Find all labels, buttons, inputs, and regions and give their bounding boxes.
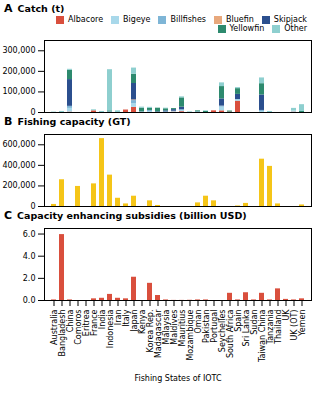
html-text:B Fishing capacity (GT): B Fishing capacity (GT) [4, 115, 131, 128]
svg-text:Sudan: Sudan [249, 309, 259, 335]
svg-text:200,000: 200,000 [2, 181, 35, 190]
html-text:C Capacity enhancing subsidies: C Capacity enhancing subsidies (billion … [4, 209, 247, 222]
svg-text:Korea Rep.: Korea Rep. [145, 309, 155, 353]
svg-text:Oman: Oman [193, 309, 203, 334]
svg-text:600,000: 600,000 [2, 140, 35, 149]
svg-text:Malaysia: Malaysia [161, 309, 171, 345]
svg-text:Japan: Japan [129, 309, 139, 332]
svg-text:0: 0 [30, 202, 35, 210]
svg-text:France: France [89, 309, 99, 337]
svg-text:6.0: 6.0 [23, 230, 36, 239]
svg-text:Seychelles: Seychelles [217, 309, 227, 353]
html-text:Albacore: Albacore [68, 15, 104, 24]
svg-text:Mauritius: Mauritius [177, 309, 187, 347]
svg-text:Iran: Iran [113, 309, 123, 326]
html-text:Bigeye: Bigeye [123, 15, 151, 24]
svg-text:Portugal: Portugal [209, 309, 219, 343]
html-text:Bluefin: Bluefin [226, 15, 254, 24]
svg-text:Spain: Spain [233, 309, 243, 332]
svg-text:Italy: Italy [121, 309, 131, 327]
svg-text:Kenya: Kenya [137, 309, 147, 334]
svg-text:200,000: 200,000 [2, 67, 35, 76]
svg-text:China: China [65, 309, 75, 333]
html-text:Yellowfin: Yellowfin [229, 24, 265, 33]
svg-text:UK (OT): UK (OT) [289, 309, 299, 341]
svg-text:Comoros: Comoros [73, 309, 83, 345]
svg-text:South Africa: South Africa [225, 309, 235, 359]
svg-text:Australia: Australia [49, 309, 59, 345]
svg-text:UK: UK [281, 309, 291, 321]
svg-text:0: 0 [30, 108, 35, 116]
html-text:Skipjack: Skipjack [273, 15, 307, 24]
svg-text:0.0: 0.0 [23, 296, 36, 305]
svg-text:Fishing States of IOTC: Fishing States of IOTC [134, 374, 222, 383]
svg-text:Sri Lanka: Sri Lanka [241, 309, 251, 347]
svg-text:Madagascar: Madagascar [153, 309, 163, 358]
svg-text:Pakistan: Pakistan [201, 309, 211, 343]
svg-text:400,000: 400,000 [2, 161, 35, 170]
svg-text:Tanzania: Tanzania [265, 309, 275, 345]
svg-text:Mozambique: Mozambique [185, 309, 195, 361]
svg-text:4.0: 4.0 [23, 252, 36, 261]
html-text:Other: Other [284, 24, 307, 33]
svg-text:India: India [97, 309, 107, 330]
html-text:Billfishes: Billfishes [170, 15, 206, 24]
svg-text:2.0: 2.0 [23, 274, 36, 283]
svg-text:Thailand: Thailand [273, 309, 283, 344]
svg-text:Yemen: Yemen [298, 310, 307, 338]
svg-text:100,000: 100,000 [2, 87, 35, 96]
html-text:A Catch (t): A Catch (t) [4, 2, 65, 15]
svg-text:Indonesia: Indonesia [105, 309, 115, 349]
svg-text:Eritrea: Eritrea [81, 309, 91, 337]
svg-text:300,000: 300,000 [2, 46, 35, 55]
svg-text:Bangladesh: Bangladesh [57, 309, 67, 357]
svg-text:Maldives: Maldives [169, 309, 179, 345]
svg-text:Taiwan China: Taiwan China [257, 309, 267, 363]
